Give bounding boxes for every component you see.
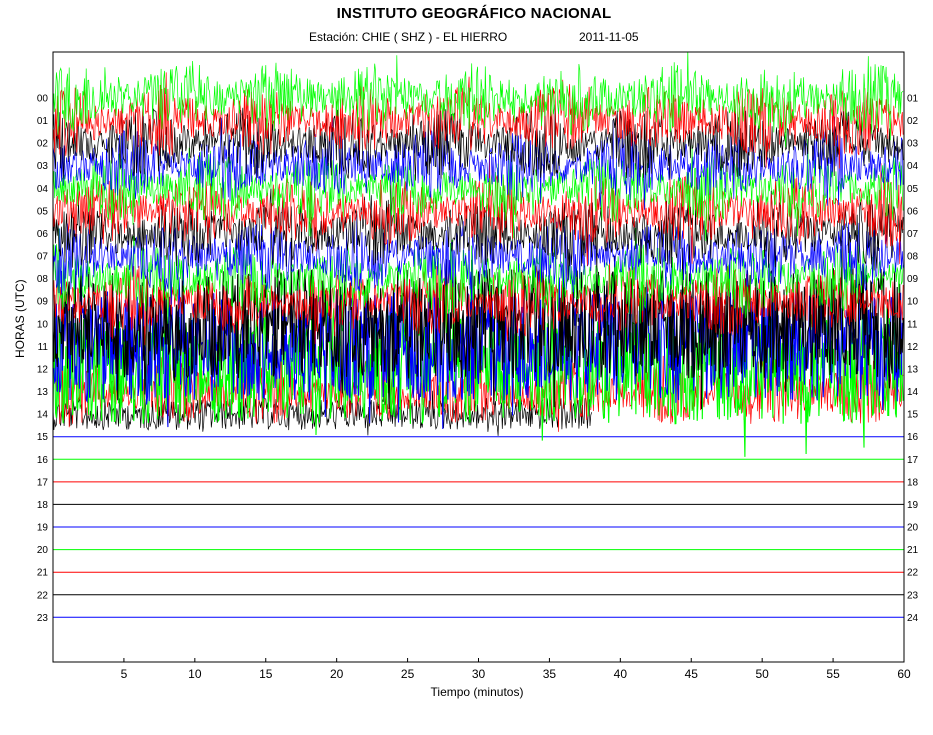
hour-label-right: 15 (907, 410, 919, 421)
station-label: Estación: CHIE ( SHZ ) - EL HIERRO (309, 30, 508, 44)
x-tick-label: 15 (259, 667, 273, 681)
x-tick-label: 30 (472, 667, 486, 681)
hour-label-left: 07 (37, 252, 49, 263)
x-tick-label: 5 (121, 667, 128, 681)
hour-label-right: 03 (907, 139, 919, 150)
seismic-traces (53, 52, 904, 618)
hour-label-left: 00 (37, 94, 49, 105)
trace-hour-02 (53, 103, 904, 181)
hour-label-right: 20 (907, 523, 919, 534)
hour-label-right: 09 (907, 274, 919, 285)
hour-label-right: 24 (907, 613, 919, 624)
hour-label-right: 08 (907, 252, 919, 263)
x-tick-label: 50 (755, 667, 769, 681)
hour-label-left: 23 (37, 613, 49, 624)
x-tick-label: 45 (685, 667, 699, 681)
x-axis-label: Tiempo (minutos) (430, 685, 524, 699)
hour-label-left: 05 (37, 206, 49, 217)
hour-label-left: 15 (37, 432, 49, 443)
hour-label-right: 13 (907, 364, 919, 375)
hour-label-right: 21 (907, 545, 919, 556)
hour-label-left: 10 (37, 319, 49, 330)
hour-label-right: 23 (907, 590, 919, 601)
hour-label-right: 22 (907, 568, 919, 579)
hour-label-right: 16 (907, 432, 919, 443)
hour-label-left: 14 (37, 410, 49, 421)
trace-hour-00 (53, 52, 904, 148)
hour-label-left: 09 (37, 297, 49, 308)
x-tick-label: 10 (188, 667, 202, 681)
hour-label-left: 16 (37, 455, 49, 466)
hour-label-left: 04 (37, 184, 49, 195)
x-tick-label: 60 (897, 667, 911, 681)
hour-label-right: 01 (907, 94, 919, 105)
hour-label-left: 08 (37, 274, 49, 285)
hour-label-right: 07 (907, 229, 919, 240)
x-tick-label: 25 (401, 667, 415, 681)
date-label: 2011-11-05 (579, 30, 639, 44)
hour-label-right: 05 (907, 184, 919, 195)
chart-title: INSTITUTO GEOGRÁFICO NACIONAL (336, 5, 612, 22)
x-tick-label: 55 (826, 667, 840, 681)
hour-label-right: 17 (907, 455, 919, 466)
hour-label-right: 11 (907, 319, 918, 330)
hour-label-right: 10 (907, 297, 919, 308)
hour-label-left: 22 (37, 590, 49, 601)
hour-label-right: 06 (907, 206, 919, 217)
plot-frame (52, 51, 905, 663)
hour-label-left: 19 (37, 523, 49, 534)
hour-label-left: 17 (37, 477, 49, 488)
hour-label-right: 12 (907, 342, 919, 353)
hour-label-right: 02 (907, 116, 919, 127)
trace-hour-06 (53, 181, 904, 282)
hour-label-right: 04 (907, 161, 919, 172)
hour-label-left: 13 (37, 387, 49, 398)
hour-label-left: 02 (37, 139, 49, 150)
x-tick-label: 40 (614, 667, 628, 681)
hour-labels-right: 01 02 03 04 05 06 07 08 09 10 11 12 13 14 15 16 17 18 19 20… (907, 94, 919, 624)
x-axis-ticks: 5 10 15 20 25 30 35 40 45 50 55 60 (121, 658, 911, 681)
hour-label-left: 18 (37, 500, 49, 511)
x-tick-label: 20 (330, 667, 344, 681)
hour-label-left: 21 (37, 568, 49, 579)
x-tick-label: 35 (543, 667, 557, 681)
hour-label-left: 12 (37, 364, 49, 375)
hour-labels-left: 00 01 02 03 04 05 06 07 08 09 10 11 12 13 14 15 16 17 18 19… (37, 94, 49, 624)
trace-hour-08 (53, 227, 904, 334)
hour-label-right: 14 (907, 387, 919, 398)
trace-hour-05 (53, 155, 904, 266)
hour-label-left: 11 (38, 342, 49, 353)
hour-label-left: 03 (37, 161, 49, 172)
hour-label-left: 06 (37, 229, 49, 240)
hour-label-right: 18 (907, 477, 919, 488)
y-axis-label: HORAS (UTC) (13, 279, 27, 358)
trace-hour-04 (53, 138, 904, 242)
hour-label-left: 20 (37, 545, 49, 556)
hour-label-left: 01 (37, 116, 49, 127)
hour-label-right: 19 (907, 500, 919, 511)
trace-hour-11 (53, 258, 904, 430)
